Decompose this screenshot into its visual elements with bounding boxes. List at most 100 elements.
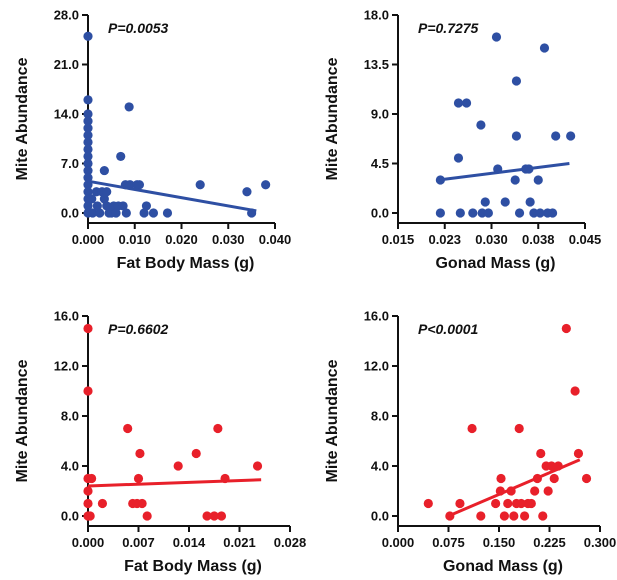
data-point — [148, 208, 159, 218]
y-tick-label: 7.0 — [61, 156, 79, 171]
y-tick-label: 12.0 — [54, 359, 79, 374]
data-point — [133, 473, 144, 484]
data-point — [83, 31, 93, 41]
y-tick-label: 4.0 — [61, 459, 79, 474]
y-axis-label: Mite Abundance — [324, 57, 341, 180]
data-point — [549, 473, 559, 484]
data-point — [202, 511, 212, 521]
x-tick-label: 0.015 — [382, 232, 415, 247]
y-axis-label: Mite Abundance — [14, 359, 31, 482]
y-tick-label: 16.0 — [364, 309, 389, 324]
data-point — [516, 498, 526, 509]
data-point — [83, 486, 93, 496]
x-axis-label: Gonad Mass (g) — [443, 558, 563, 575]
data-point — [139, 208, 149, 218]
data-point — [173, 461, 183, 471]
data-point — [83, 137, 93, 147]
data-point — [95, 208, 105, 218]
data-point — [500, 197, 510, 207]
data-point — [83, 158, 93, 169]
data-point — [509, 511, 519, 521]
y-tick-label: 16.0 — [54, 309, 79, 324]
data-point — [209, 511, 219, 521]
data-point — [491, 498, 501, 509]
data-point — [491, 32, 502, 42]
x-tick-label: 0.030 — [212, 232, 245, 247]
data-point — [533, 175, 543, 185]
data-point — [483, 208, 493, 218]
x-tick-label: 0.225 — [533, 535, 566, 550]
data-point — [162, 208, 173, 218]
y-tick-label: 21.0 — [54, 57, 79, 72]
regression-line — [447, 458, 581, 518]
data-point — [453, 153, 464, 163]
y-tick-label: 12.0 — [364, 359, 389, 374]
p-value-annotation: P=0.7275 — [418, 20, 479, 36]
data-point — [83, 95, 93, 105]
data-point — [570, 386, 580, 396]
data-point — [213, 423, 223, 434]
x-tick-label: 0.000 — [72, 232, 105, 247]
data-point — [423, 498, 433, 509]
data-point — [111, 208, 121, 218]
data-point — [543, 486, 553, 496]
data-point — [566, 131, 576, 141]
data-point — [102, 187, 112, 197]
data-point — [467, 423, 477, 434]
y-tick-label: 13.5 — [364, 57, 389, 72]
y-tick-label: 0.0 — [61, 206, 79, 221]
y-tick-label: 0.0 — [371, 206, 389, 221]
y-axis-label: Mite Abundance — [324, 359, 341, 482]
data-point — [118, 201, 128, 211]
data-point — [573, 448, 584, 459]
x-axis-label: Gonad Mass (g) — [435, 255, 555, 272]
data-point — [252, 461, 263, 471]
data-point — [538, 511, 548, 521]
data-point — [525, 197, 535, 207]
data-point — [83, 386, 93, 396]
x-tick-label: 0.014 — [173, 535, 206, 550]
data-point — [191, 448, 201, 459]
data-point — [216, 511, 227, 521]
p-value-annotation: P=0.6602 — [108, 321, 169, 337]
data-point — [137, 498, 147, 509]
x-tick-label: 0.045 — [569, 232, 602, 247]
data-point — [135, 448, 145, 459]
data-point — [83, 130, 93, 140]
x-tick-label: 0.000 — [382, 535, 415, 550]
data-point — [435, 208, 445, 218]
data-point — [87, 473, 97, 484]
y-tick-label: 28.0 — [54, 8, 79, 23]
data-point — [468, 208, 478, 218]
x-tick-label: 0.021 — [223, 535, 256, 550]
x-tick-label: 0.010 — [118, 232, 151, 247]
x-tick-label: 0.150 — [483, 535, 516, 550]
y-tick-label: 9.0 — [371, 107, 389, 122]
data-point — [83, 123, 93, 133]
data-point — [511, 131, 522, 141]
panel-1: 0.0 7.0 14.0 21.0 28.0 0.000 0.010 0.020 0.030 0.… — [14, 8, 291, 273]
p-value-annotation: P=0.0053 — [108, 20, 169, 36]
data-point — [261, 180, 271, 190]
data-point — [88, 208, 98, 218]
y-tick-label: 14.0 — [54, 107, 79, 122]
data-point — [99, 165, 109, 176]
regression-line — [87, 478, 262, 488]
data-point — [455, 498, 465, 509]
y-tick-label: 4.5 — [371, 156, 389, 171]
data-point — [83, 109, 93, 119]
x-tick-label: 0.023 — [428, 232, 461, 247]
data-point — [530, 486, 540, 496]
y-tick-label: 8.0 — [61, 409, 79, 424]
x-tick-label: 0.000 — [72, 535, 105, 550]
data-point — [503, 498, 513, 509]
data-point — [83, 116, 93, 126]
data-point — [85, 511, 95, 521]
data-point — [480, 197, 490, 207]
data-point — [496, 473, 506, 484]
data-point — [83, 173, 93, 183]
data-point — [514, 208, 525, 218]
data-point — [536, 448, 546, 459]
data-point — [142, 511, 152, 521]
